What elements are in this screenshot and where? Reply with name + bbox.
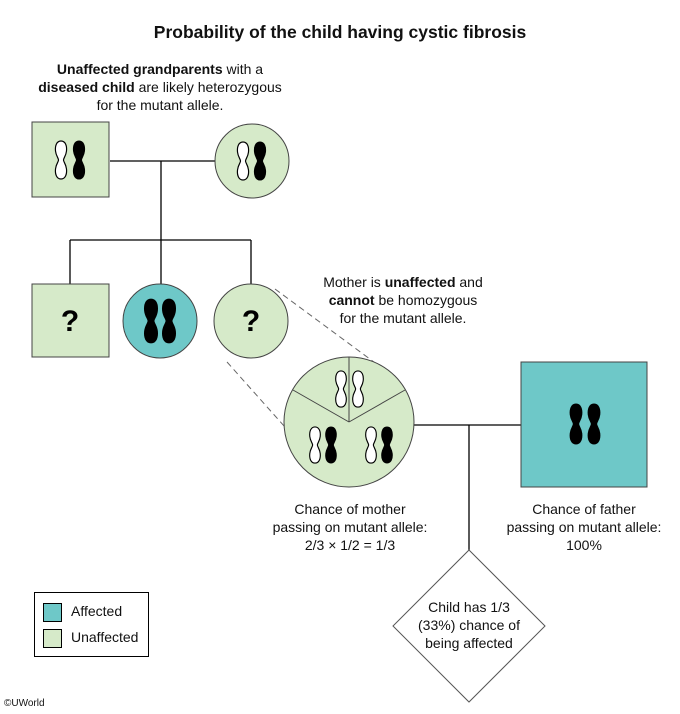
unaffected-label: Unaffected <box>71 629 139 645</box>
unknown-mark: ? <box>61 305 79 338</box>
mother-chance-text: Chance of mother passing on mutant allel… <box>272 501 428 553</box>
grandparents-note: Unaffected grandparents with a diseased … <box>38 61 282 113</box>
father-square <box>520 361 648 488</box>
affected-swatch <box>43 603 62 622</box>
affected-aunt-circle <box>122 283 198 359</box>
mother-genotype-circle <box>283 356 415 488</box>
child-chance-text: Child has 1/3 (33%) chance of being affe… <box>418 599 520 651</box>
zoom-line-upper <box>274 288 383 369</box>
unknown-mark: ? <box>242 305 260 338</box>
father-chance-text: Chance of father passing on mutant allel… <box>506 501 662 553</box>
legend: Affected Unaffected <box>34 592 149 657</box>
affected-label: Affected <box>71 603 123 619</box>
mother-note: Mother is unaffected and cannot be homoz… <box>323 274 483 326</box>
copyright-notice: ©UWorld <box>4 698 45 709</box>
mother-circle: ? <box>213 283 289 359</box>
unaffected-swatch <box>43 629 62 648</box>
diagram-title: Probability of the child having cystic f… <box>153 22 527 42</box>
pedigree-lines <box>69 160 521 550</box>
uncle-square: ? <box>31 283 110 358</box>
grandfather-square <box>31 121 110 198</box>
grandmother-circle <box>214 123 290 199</box>
child-diamond <box>392 549 546 703</box>
